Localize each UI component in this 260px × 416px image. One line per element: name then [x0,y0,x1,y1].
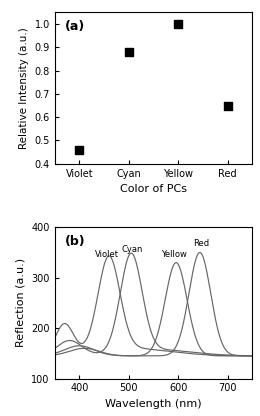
Text: (b): (b) [64,235,85,248]
Text: Cyan: Cyan [121,245,143,253]
Point [225,102,230,109]
Point [77,146,81,153]
Text: (a): (a) [64,20,85,33]
Y-axis label: Relative Intensity (a.u.): Relative Intensity (a.u.) [19,27,29,149]
Text: Violet: Violet [94,250,119,259]
X-axis label: Color of PCs: Color of PCs [120,184,187,194]
Text: Yellow: Yellow [161,250,187,259]
X-axis label: Wavelength (nm): Wavelength (nm) [105,399,202,409]
Text: Red: Red [193,240,209,248]
Point [176,21,180,27]
Point [127,49,131,55]
Y-axis label: Reflection (a.u.): Reflection (a.u.) [16,258,26,347]
